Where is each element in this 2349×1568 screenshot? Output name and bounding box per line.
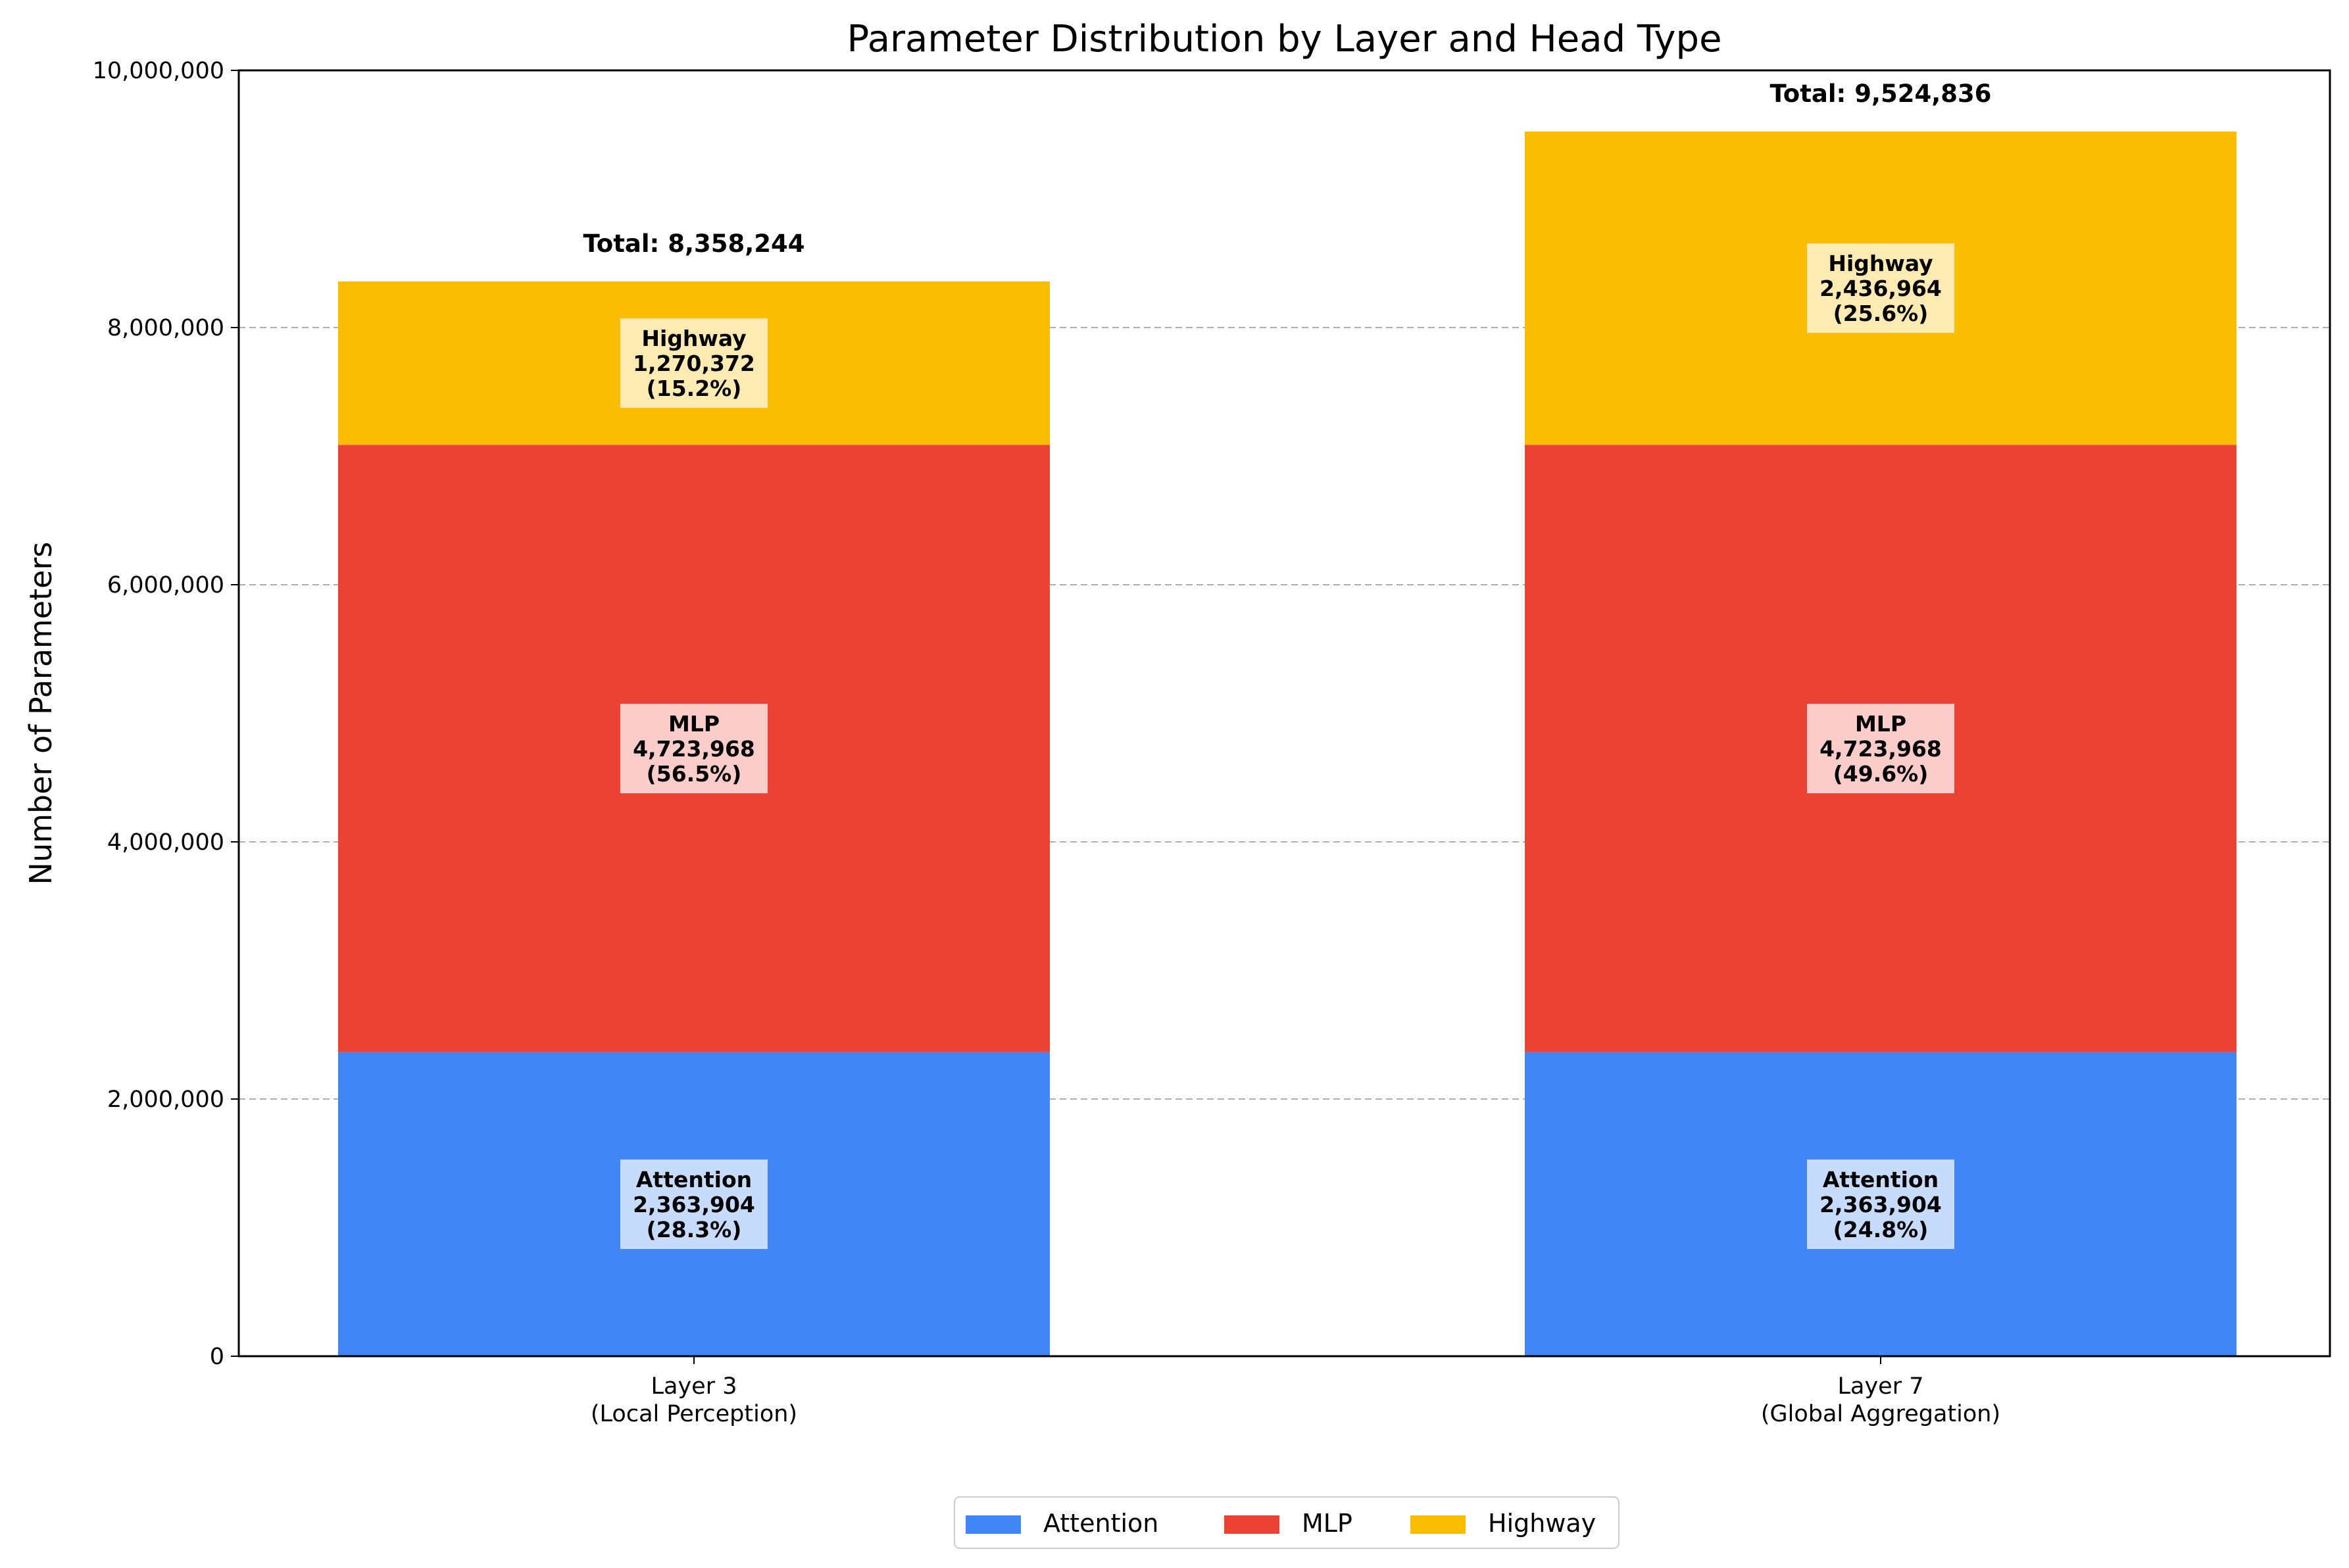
legend-swatch [1224,1515,1279,1534]
legend-label: MLP [1302,1509,1352,1538]
segment-percent: (15.2%) [647,376,742,401]
segment-label-background [1807,243,1954,333]
y-axis: 0 2,000,000 4,000,000 6,000,000 8,000,000 10,… [93,58,239,1370]
segment-label-background [1807,1159,1954,1249]
y-tick-label: 4,000,000 [107,829,224,856]
legend: Attention MLP Highway [954,1496,1620,1549]
bar-total-label: Total: 8,358,244 [583,230,804,258]
plot-frame [237,69,2331,1358]
legend-label: Attention [1043,1509,1158,1538]
x-tick-label: Layer 3 [651,1373,737,1400]
segment-value: 2,363,904 [633,1192,755,1217]
segment-series-name: Highway [641,326,746,351]
segment-value: 4,723,968 [1819,736,1942,762]
y-tick-label: 6,000,000 [107,572,224,599]
legend-item-highway: Highway [1410,1509,1596,1538]
segment-label-background [620,318,768,408]
segment-value: 4,723,968 [633,736,755,762]
segment-series-name: Highway [1828,251,1933,276]
segment-percent: (56.5%) [647,761,742,787]
legend-label: Highway [1488,1509,1596,1538]
segment-percent: (25.6%) [1833,301,1929,326]
x-tick-sublabel: (Global Aggregation) [1761,1401,2000,1427]
bar-total-label: Total: 9,524,836 [1769,80,1991,108]
legend-box [954,1496,1620,1549]
legend-swatch [1410,1515,1466,1534]
y-tick-label: 10,000,000 [93,58,224,84]
segment-label-background [620,1159,768,1249]
x-axis: Layer 3(Local Perception) Layer 7(Global … [591,1356,2000,1427]
segment-percent: (24.8%) [1833,1217,1929,1242]
segment-percent: (28.3%) [647,1217,742,1242]
y-tick-label: 8,000,000 [107,315,224,341]
segment-series-name: MLP [1855,711,1906,737]
segment-label-background [1807,704,1954,794]
y-tick-label: 0 [210,1344,224,1370]
legend-item-attention: Attention [966,1509,1158,1538]
x-tick-label: Layer 7 [1838,1373,1924,1400]
segment-value: 1,270,372 [633,351,755,376]
total-labels: Total: 8,358,244 Total: 9,524,836 [583,80,1991,258]
segment-value: 2,436,964 [1819,276,1942,301]
segment-series-name: Attention [636,1167,752,1192]
y-axis-label: Number of Parameters [23,542,59,885]
segment-series-name: MLP [668,711,720,737]
segment-labels: Attention2,363,904(28.3%)MLP4,723,968(56… [620,243,1954,1249]
legend-item-mlp: MLP [1224,1509,1352,1538]
legend-swatch [966,1515,1021,1534]
x-tick-sublabel: (Local Perception) [591,1401,797,1427]
y-tick-label: 2,000,000 [107,1087,224,1113]
segment-percent: (49.6%) [1833,761,1929,787]
segment-label-background [620,704,768,794]
segment-series-name: Attention [1823,1167,1939,1192]
chart-title: Parameter Distribution by Layer and Head… [847,18,1721,61]
segment-value: 2,363,904 [1819,1192,1942,1217]
